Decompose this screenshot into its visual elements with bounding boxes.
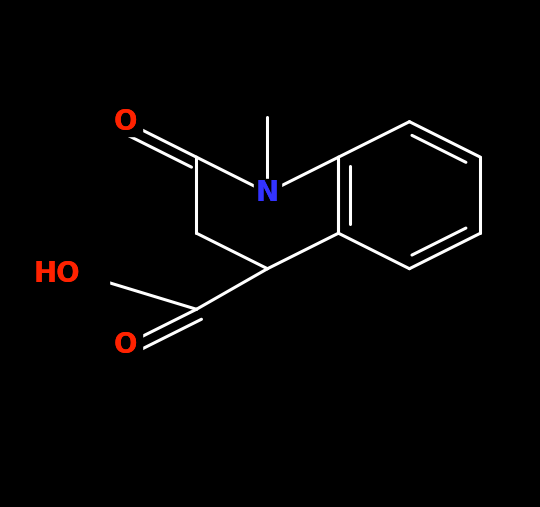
Text: O: O — [114, 107, 137, 136]
Text: HO: HO — [33, 260, 80, 288]
Bar — [109, 107, 142, 135]
Text: N: N — [256, 178, 279, 207]
Text: N: N — [256, 178, 279, 207]
Text: O: O — [114, 107, 137, 136]
Bar — [51, 260, 109, 288]
Text: HO: HO — [33, 260, 80, 288]
Text: O: O — [114, 331, 137, 359]
Text: O: O — [114, 331, 137, 359]
Bar — [253, 178, 281, 207]
Bar — [109, 331, 142, 359]
